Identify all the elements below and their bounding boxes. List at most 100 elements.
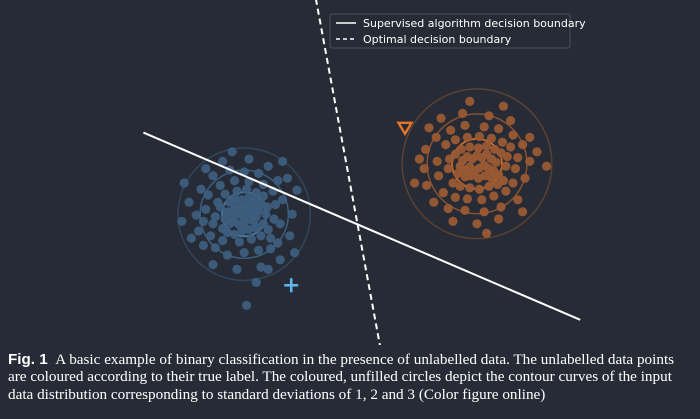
data-point-class2 bbox=[508, 178, 518, 188]
data-point-class2 bbox=[466, 171, 476, 181]
data-point-class1 bbox=[201, 164, 211, 174]
data-point-class2 bbox=[494, 214, 504, 224]
data-point-class1 bbox=[262, 202, 272, 212]
data-point-class2 bbox=[450, 135, 460, 145]
data-point-class1 bbox=[278, 156, 288, 166]
data-point-class2 bbox=[498, 176, 508, 186]
data-point-class1 bbox=[218, 156, 228, 166]
data-point-class2 bbox=[479, 122, 489, 132]
data-point-class2 bbox=[501, 161, 511, 171]
data-point-class1 bbox=[213, 197, 223, 207]
data-point-class2 bbox=[518, 140, 528, 150]
data-point-class1 bbox=[275, 219, 285, 229]
data-point-class1 bbox=[273, 238, 283, 248]
data-point-class2 bbox=[532, 147, 542, 157]
data-point-class1 bbox=[227, 147, 237, 157]
data-point-class2 bbox=[474, 184, 484, 194]
data-point-class1 bbox=[270, 200, 280, 210]
data-point-class1 bbox=[269, 214, 279, 224]
data-point-class2 bbox=[494, 124, 504, 134]
data-point-class2 bbox=[443, 203, 453, 214]
data-point-class2 bbox=[482, 228, 492, 238]
data-point-class2 bbox=[431, 132, 441, 142]
data-point-class1 bbox=[239, 248, 249, 258]
data-point-class2 bbox=[520, 173, 530, 183]
legend-item-optimal: Optimal decision boundary bbox=[363, 33, 512, 46]
data-point-class1 bbox=[234, 237, 244, 247]
data-point-class2 bbox=[441, 140, 451, 150]
data-point-class2 bbox=[508, 130, 518, 140]
data-point-class1 bbox=[275, 255, 285, 265]
data-point-class1 bbox=[206, 231, 216, 241]
data-point-class2 bbox=[422, 180, 432, 190]
data-point-class2 bbox=[479, 207, 489, 217]
data-point-class1 bbox=[210, 212, 220, 222]
data-point-class2 bbox=[460, 205, 470, 215]
data-point-class1 bbox=[273, 176, 283, 186]
data-point-class2 bbox=[506, 116, 516, 126]
data-point-class1 bbox=[263, 264, 273, 274]
data-point-class2 bbox=[486, 133, 496, 143]
labelled-markers bbox=[284, 121, 414, 293]
data-point-class2 bbox=[456, 144, 466, 154]
plot-background bbox=[0, 0, 700, 345]
data-point-class2 bbox=[510, 164, 520, 174]
data-point-class1 bbox=[287, 209, 297, 219]
data-point-class2 bbox=[434, 171, 444, 181]
data-point-class1 bbox=[261, 209, 271, 219]
data-point-class2 bbox=[455, 181, 465, 191]
data-point-class1 bbox=[256, 231, 266, 241]
data-point-class2 bbox=[525, 132, 535, 142]
optimal-decision-boundary bbox=[315, 0, 381, 345]
data-point-class1 bbox=[242, 300, 252, 310]
caption-text: A basic example of binary classification… bbox=[8, 351, 675, 403]
data-point-class1 bbox=[251, 223, 261, 233]
data-point-class2 bbox=[491, 157, 501, 167]
data-point-class2 bbox=[432, 156, 442, 166]
data-point-class1 bbox=[232, 264, 242, 274]
data-point-class1 bbox=[237, 226, 247, 236]
data-point-class1 bbox=[258, 191, 268, 201]
data-point-class1 bbox=[208, 260, 218, 270]
legend: Supervised algorithm decision boundary O… bbox=[329, 13, 586, 49]
legend-item-supervised: Supervised algorithm decision boundary bbox=[363, 17, 586, 30]
data-point-class2 bbox=[497, 137, 508, 147]
data-point-class2 bbox=[448, 216, 458, 226]
data-point-class1 bbox=[292, 185, 302, 195]
decision-boundaries bbox=[143, 0, 581, 345]
data-point-class1 bbox=[290, 248, 300, 258]
data-point-class1 bbox=[222, 250, 232, 260]
data-point-class1 bbox=[184, 197, 194, 207]
contour-class1-std3 bbox=[177, 147, 312, 282]
data-point-class1 bbox=[251, 277, 261, 287]
data-point-class1 bbox=[220, 189, 230, 199]
data-point-class2 bbox=[513, 152, 523, 163]
data-point-class2 bbox=[496, 202, 506, 212]
data-point-class1 bbox=[210, 243, 220, 253]
data-point-class2 bbox=[410, 178, 420, 188]
data-point-class1 bbox=[232, 186, 242, 196]
data-point-class2 bbox=[465, 183, 475, 193]
data-point-class1 bbox=[263, 224, 273, 235]
classification-plot: Supervised algorithm decision boundary O… bbox=[0, 0, 700, 345]
data-point-class2 bbox=[460, 120, 470, 130]
data-point-class1 bbox=[251, 188, 261, 198]
data-point-class2 bbox=[474, 131, 484, 142]
data-point-class1 bbox=[230, 229, 240, 239]
data-point-class2 bbox=[477, 195, 487, 205]
data-point-class2 bbox=[462, 132, 472, 142]
data-point-class2 bbox=[438, 188, 448, 198]
figure-caption: Fig. 1 A basic example of binary classif… bbox=[8, 351, 694, 403]
data-point-class2 bbox=[506, 142, 516, 152]
data-point-class1 bbox=[263, 161, 273, 171]
data-point-class1 bbox=[196, 184, 206, 194]
data-point-class2 bbox=[502, 152, 512, 162]
data-point-class2 bbox=[525, 156, 535, 166]
data-point-class1 bbox=[237, 195, 247, 205]
legend-box bbox=[329, 13, 571, 49]
supervised-decision-boundary bbox=[143, 131, 581, 321]
data-point-class1 bbox=[266, 233, 276, 243]
data-point-class1 bbox=[201, 204, 211, 214]
data-point-class1 bbox=[186, 233, 196, 243]
data-point-class1 bbox=[266, 244, 276, 254]
